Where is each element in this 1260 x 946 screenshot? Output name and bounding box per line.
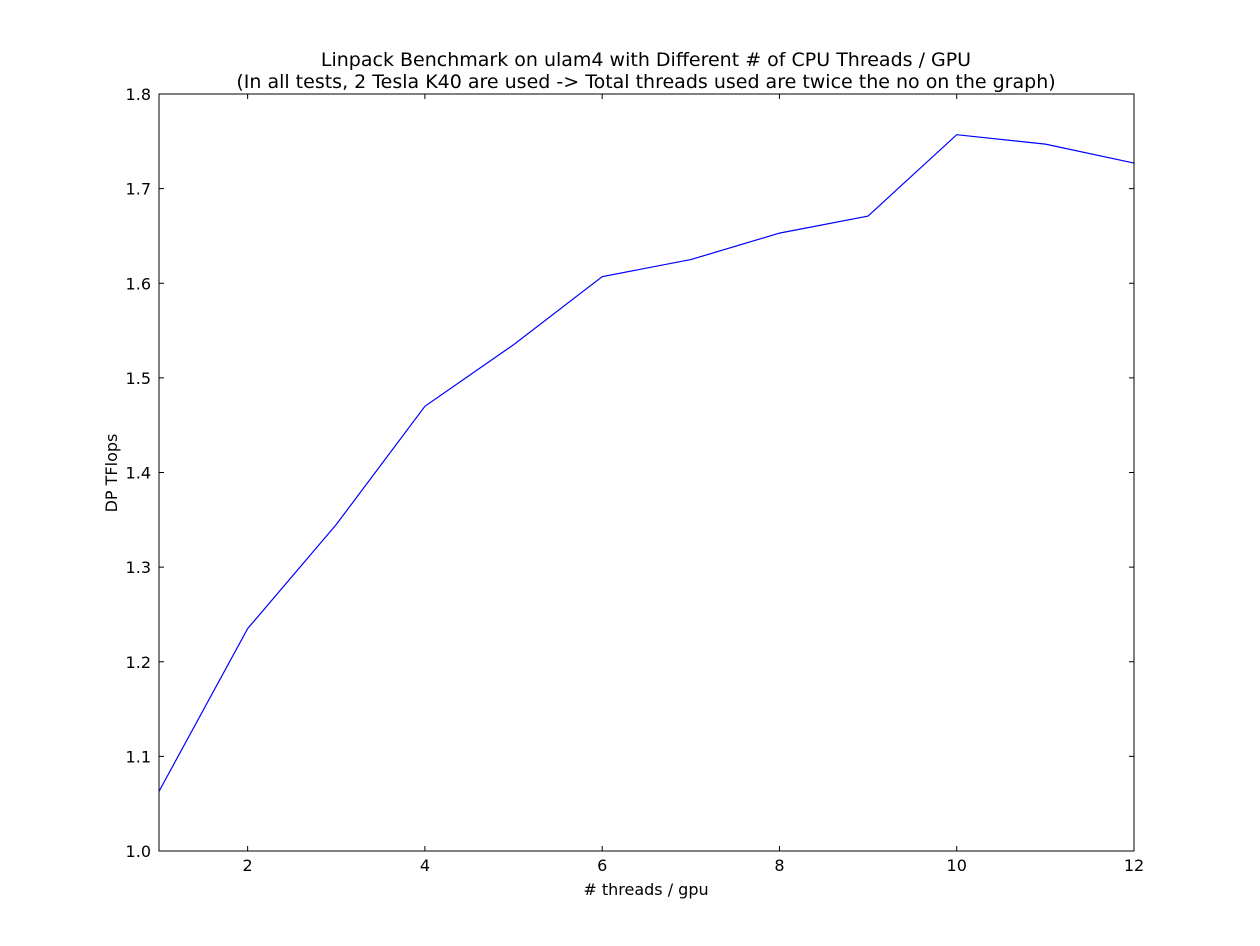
y-tick-label: 1.4: [126, 464, 151, 483]
y-tick-label: 1.6: [126, 274, 151, 293]
y-tick-label: 1.2: [126, 653, 151, 672]
x-tick-label: 4: [420, 856, 430, 875]
y-tick-label: 1.3: [126, 558, 151, 577]
y-tick-label: 1.5: [126, 369, 151, 388]
x-tick-label: 10: [947, 856, 967, 875]
x-tick-label: 12: [1124, 856, 1144, 875]
x-tick-label: 8: [774, 856, 784, 875]
plot-frame: [158, 93, 1135, 852]
series-line: [158, 134, 1135, 792]
y-tick-label: 1.1: [126, 747, 151, 766]
x-tick-label: 6: [597, 856, 607, 875]
x-axis-label: # threads / gpu: [583, 880, 708, 899]
series-layer: [158, 134, 1135, 792]
y-axis-label: DP TFlops: [102, 434, 121, 513]
axis-tick-labels: 2 4 6 8 10 12 1.0 1.1 1.2 1.3 1.4 1.5 1.6 1.7 1.8: [126, 85, 1145, 875]
chart-title: Linpack Benchmark on ulam4 with Differen…: [321, 49, 971, 71]
y-tick-label: 1.0: [126, 842, 151, 861]
y-tick-label: 1.7: [126, 180, 151, 199]
y-tick-label: 1.8: [126, 85, 151, 104]
chart-subtitle: (In all tests, 2 Tesla K40 are used -> T…: [236, 71, 1055, 93]
x-tick-label: 2: [243, 856, 253, 875]
